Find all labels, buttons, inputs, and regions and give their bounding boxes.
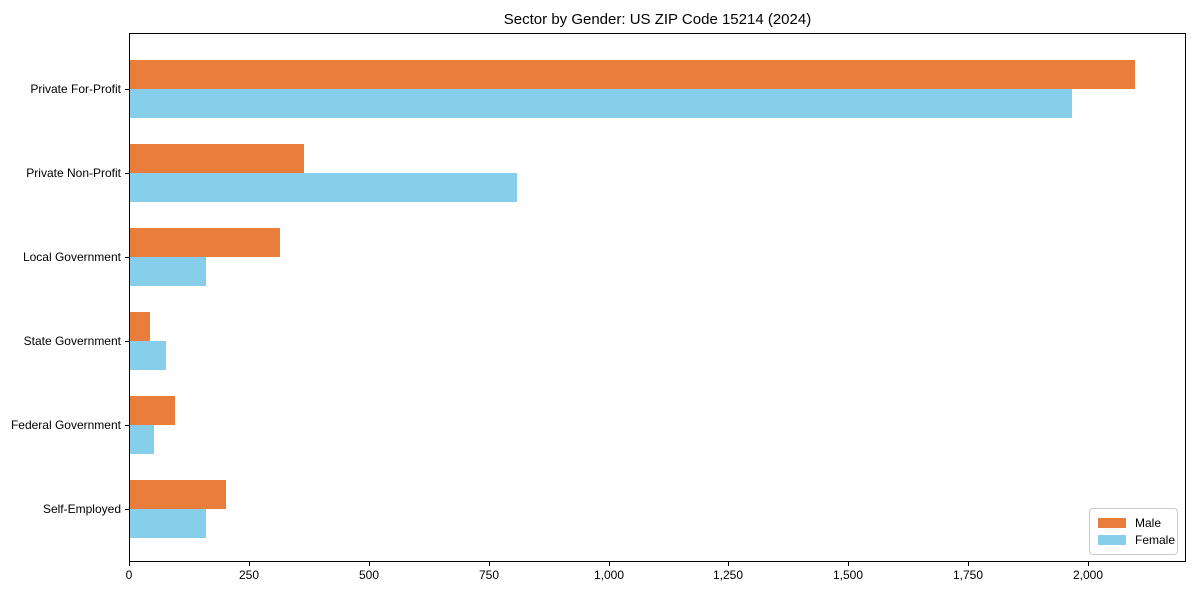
y-tick-label-private-for-profit: Private For-Profit [30, 82, 121, 96]
y-tick-label-private-non-profit: Private Non-Profit [26, 166, 121, 180]
y-tick-mark [125, 89, 129, 90]
male-series-swatch [1098, 518, 1126, 528]
bar-male-state-government [130, 311, 150, 341]
x-tick-mark [249, 562, 250, 566]
bar-female-state-government [130, 340, 166, 370]
bar-female-self-employed [130, 508, 206, 538]
x-tick-label-750: 750 [478, 568, 500, 582]
y-tick-mark [125, 257, 129, 258]
x-tick-label-1000: 1,000 [593, 568, 625, 582]
x-tick-mark [609, 562, 610, 566]
x-tick-label-1500: 1,500 [832, 568, 864, 582]
x-tick-label-2000: 2,000 [1072, 568, 1104, 582]
x-tick-mark [1088, 562, 1089, 566]
y-tick-label-self-employed: Self-Employed [42, 502, 121, 516]
x-tick-label-1750: 1,750 [952, 568, 984, 582]
legend-label-male: Male [1135, 516, 1162, 530]
bar-male-private-for-profit [130, 60, 1135, 89]
legend: Male Female [1089, 508, 1178, 555]
x-tick-mark [129, 562, 130, 566]
x-tick-label-1250: 1,250 [712, 568, 744, 582]
y-tick-label-federal-government: Federal Government [10, 418, 121, 432]
x-tick-label-0: 0 [125, 568, 133, 582]
chart-title: Sector by Gender: US ZIP Code 15214 (202… [503, 11, 812, 28]
plot-area [129, 33, 1186, 562]
y-tick-mark [125, 173, 129, 174]
x-tick-mark [728, 562, 729, 566]
y-tick-mark [125, 509, 129, 510]
bar-female-federal-government [130, 424, 154, 454]
bar-male-federal-government [130, 395, 175, 425]
y-tick-label-local-government: Local Government [22, 250, 121, 264]
x-tick-mark [369, 562, 370, 566]
y-tick-label-state-government: State Government [23, 334, 121, 348]
bar-male-self-employed [130, 479, 226, 509]
x-tick-label-500: 500 [358, 568, 380, 582]
legend-row-female: Female [1098, 533, 1175, 547]
legend-row-male: Male [1098, 516, 1169, 530]
bar-female-private-non-profit [130, 172, 517, 202]
x-tick-mark [968, 562, 969, 566]
x-tick-mark [489, 562, 490, 566]
legend-label-female: Female [1135, 533, 1176, 547]
bar-female-local-government [130, 256, 206, 286]
x-tick-label-250: 250 [238, 568, 260, 582]
y-tick-mark [125, 425, 129, 426]
x-tick-mark [848, 562, 849, 566]
y-tick-mark [125, 341, 129, 342]
female-series-swatch [1098, 535, 1126, 545]
bar-male-local-government [130, 227, 280, 257]
bar-female-private-for-profit [130, 89, 1072, 118]
bar-male-private-non-profit [130, 143, 304, 173]
